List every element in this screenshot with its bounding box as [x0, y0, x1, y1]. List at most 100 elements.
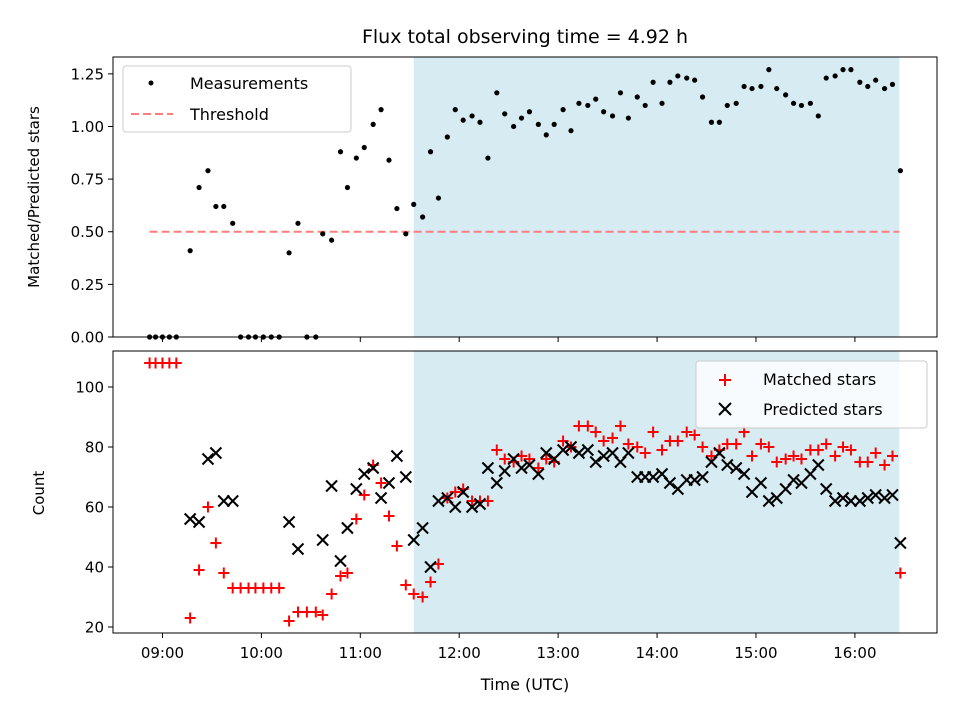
x-tick-label: 12:00 — [438, 644, 481, 662]
measurement-point — [593, 96, 599, 102]
top-plot-frame — [112, 56, 938, 338]
predicted-star-point — [399, 470, 413, 484]
matched-star-point — [746, 450, 758, 462]
x-tick-label: 14:00 — [635, 644, 678, 662]
predicted-star-point — [192, 515, 206, 529]
matched-star-point — [523, 453, 535, 465]
predicted-star-point — [729, 461, 743, 475]
measurement-point — [560, 107, 566, 113]
measurement-point — [699, 94, 706, 100]
matched-star-point — [763, 441, 775, 453]
matched-star-point — [326, 588, 338, 600]
measurement-point — [684, 75, 690, 81]
x-tick-label: 13:00 — [537, 644, 580, 662]
measurement-point — [609, 113, 616, 119]
predicted-star-point — [861, 491, 874, 505]
predicted-star-point — [820, 482, 833, 496]
measurement-point — [790, 100, 797, 106]
measurement-point — [650, 79, 656, 85]
matched-star-point — [837, 441, 849, 453]
matched-star-point — [557, 435, 569, 447]
measurement-point — [807, 100, 813, 106]
matched-star-point — [210, 537, 222, 549]
predicted-star-point — [407, 533, 420, 547]
x-tick-label: 10:00 — [240, 644, 283, 662]
measurement-point — [889, 81, 896, 87]
top-panel: 0.00 0.25 0.50 0.75 1.00 1.25 Flux total obse… — [25, 26, 938, 347]
matched-star-point — [639, 447, 651, 459]
measurement-point — [783, 92, 789, 98]
matched-star-point — [341, 567, 353, 579]
predicted-star-point — [622, 446, 635, 460]
predicted-star-point — [853, 494, 867, 508]
predicted-star-point — [424, 560, 437, 574]
matched-star-point — [730, 438, 742, 450]
legend-measurements-marker — [148, 80, 154, 86]
predicted-star-point — [382, 476, 396, 490]
matched-star-point — [491, 444, 503, 456]
predicted-star-point — [721, 458, 734, 472]
predicted-star-point — [325, 479, 338, 493]
top-observing-span — [413, 57, 900, 337]
measurement-point — [724, 102, 730, 109]
matched-star-point — [358, 489, 370, 501]
predicted-star-point — [456, 485, 470, 499]
predicted-star-point — [663, 476, 677, 490]
matched-star-point — [540, 453, 552, 465]
measurement-point — [585, 102, 591, 109]
measurement-point — [477, 119, 483, 125]
predicted-star-point — [226, 494, 239, 508]
predicted-star-point — [490, 476, 504, 490]
predicted-star-point — [812, 458, 825, 472]
top-y-tick-label: 1.25 — [71, 65, 104, 83]
predicted-star-point — [201, 452, 215, 466]
measurement-point — [353, 155, 359, 161]
predicted-star-point — [481, 461, 495, 475]
measurement-point — [286, 250, 292, 256]
measurement-point — [543, 132, 549, 138]
matched-star-point — [383, 510, 395, 522]
matched-star-point — [631, 441, 643, 453]
measurement-point — [295, 220, 301, 226]
predicted-star-point — [844, 494, 858, 508]
measurement-point — [344, 184, 351, 191]
predicted-star-point — [515, 461, 528, 475]
measurement-point — [642, 102, 648, 109]
measurement-point — [435, 195, 442, 201]
measurement-point — [485, 155, 491, 161]
matched-star-point — [590, 426, 602, 438]
measurement-point — [716, 119, 722, 125]
bottom-y-tick-label: 40 — [85, 559, 104, 577]
matched-star-point — [499, 453, 511, 465]
predicted-star-point — [473, 497, 487, 511]
matched-star-point — [607, 432, 619, 444]
matched-star-point — [335, 570, 347, 582]
measurement-point — [798, 102, 805, 109]
measurement-point — [469, 113, 475, 119]
predicted-star-point — [572, 446, 586, 460]
measurement-point — [708, 119, 715, 125]
matched-star-point — [532, 462, 544, 474]
x-tick-label: 11:00 — [339, 644, 382, 662]
predicted-star-point — [878, 491, 891, 505]
predicted-star-point — [762, 494, 776, 508]
measurement-point — [848, 67, 854, 73]
top-y-tick-label: 0.75 — [71, 171, 104, 189]
measurement-point — [881, 85, 888, 92]
legend-matched-label: Matched stars — [763, 370, 876, 389]
matched-star-point — [681, 426, 693, 438]
predicted-star-point — [540, 446, 553, 460]
matched-star-point — [894, 567, 906, 579]
predicted-star-point — [366, 461, 380, 475]
matched-star-point — [317, 609, 329, 621]
top-legend-box — [122, 65, 352, 133]
measurement-point — [386, 157, 392, 163]
measurement-point — [634, 94, 640, 100]
matched-star-point — [582, 420, 594, 432]
matched-star-point — [425, 576, 437, 588]
predicted-star-point — [350, 482, 363, 496]
measurement-point — [576, 100, 582, 106]
x-tick-label: 16:00 — [833, 644, 876, 662]
measurement-point — [370, 121, 376, 127]
predicted-star-point — [688, 473, 701, 487]
